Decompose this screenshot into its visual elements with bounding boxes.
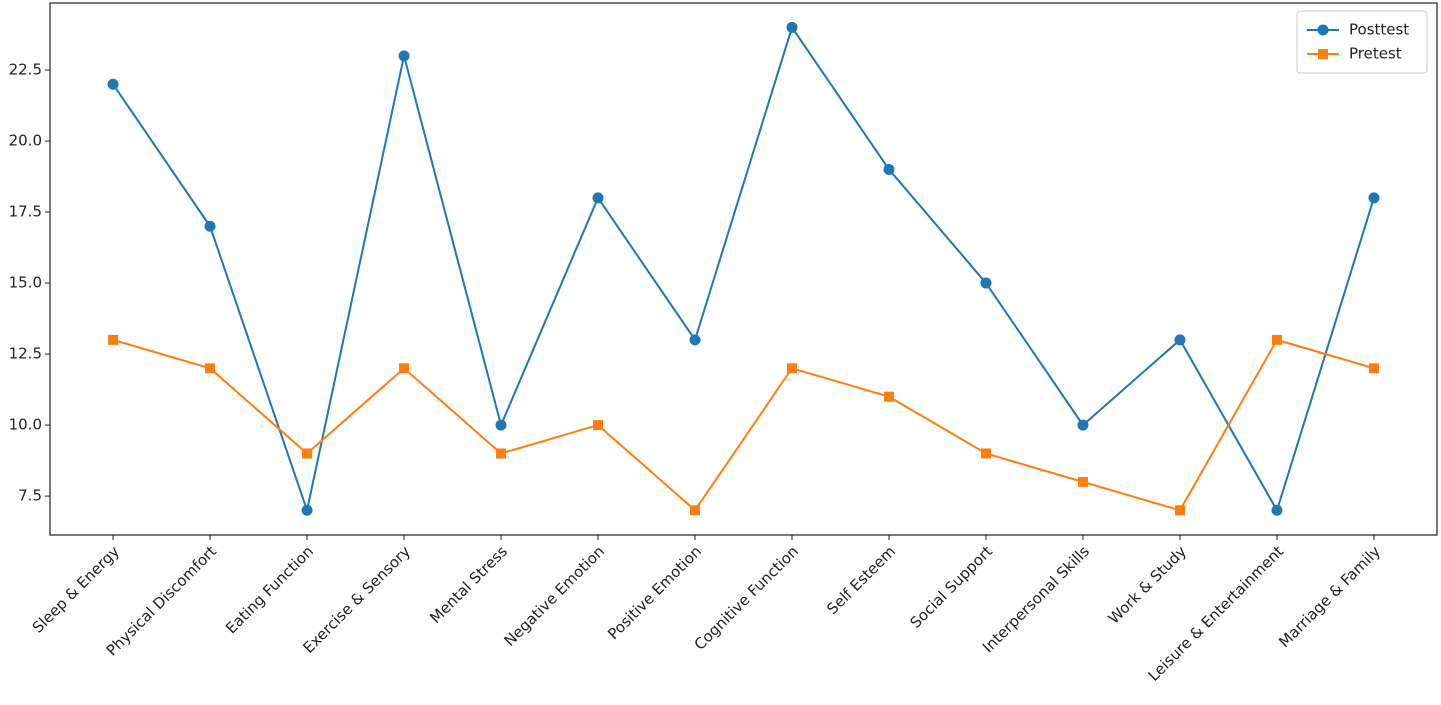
point — [204, 220, 216, 232]
x-tick-label: Positive Emotion — [604, 542, 705, 643]
y-tick-label: 20.0 — [9, 132, 42, 150]
y-tick-label: 12.5 — [9, 345, 42, 363]
point — [496, 448, 507, 459]
point — [495, 419, 507, 431]
legend-marker — [1317, 24, 1329, 36]
y-tick-label: 17.5 — [9, 203, 42, 221]
point — [1368, 192, 1380, 204]
x-tick-label: Marriage & Family — [1275, 542, 1384, 651]
x-tick-label: Cognitive Function — [691, 542, 802, 653]
x-tick-label: Work & Study — [1105, 542, 1190, 627]
point — [1368, 363, 1379, 374]
point — [980, 448, 991, 459]
y-tick-label: 10.0 — [9, 416, 42, 434]
point — [786, 21, 798, 33]
point — [980, 277, 992, 289]
line — [112, 338, 1375, 512]
x-tick-label: Eating Function — [222, 542, 317, 637]
point — [399, 363, 410, 374]
point — [1271, 334, 1282, 345]
x-tick-label: Social Support — [907, 542, 997, 632]
plot-frame — [49, 2, 1438, 536]
point — [1271, 504, 1283, 516]
x-tick-label: Exercise & Sensory — [300, 542, 415, 657]
point — [786, 363, 797, 374]
point — [398, 50, 410, 62]
point — [883, 163, 895, 175]
point — [1174, 505, 1185, 516]
x-tick-label: Mental Stress — [426, 542, 511, 627]
x-tick-label: Negative Emotion — [500, 542, 608, 650]
legend-label: Pretest — [1349, 45, 1402, 63]
point — [1174, 334, 1186, 346]
point — [593, 420, 604, 431]
point — [301, 504, 313, 516]
x-tick-label: Interpersonal Skills — [979, 542, 1093, 656]
x-tick-label: Physical Discomfort — [103, 542, 220, 659]
x-tick-label: Sleep & Energy — [29, 542, 123, 636]
legend-box — [1296, 10, 1428, 74]
point — [1077, 476, 1088, 487]
point — [107, 78, 119, 90]
y-tick-label: 15.0 — [9, 274, 42, 292]
point — [883, 391, 894, 402]
y-tick-label: 7.5 — [18, 487, 42, 505]
y-tick-label: 22.5 — [9, 61, 42, 79]
x-tick-label: Self Esteem — [823, 542, 899, 618]
point — [690, 505, 701, 516]
point — [205, 363, 216, 374]
legend: Posttest Pretest — [1296, 10, 1428, 74]
point — [592, 192, 604, 204]
line — [112, 25, 1375, 515]
point — [108, 334, 119, 345]
legend-label: Posttest — [1349, 21, 1409, 39]
point — [1077, 419, 1089, 431]
point — [689, 334, 701, 346]
legend-marker — [1318, 49, 1328, 59]
point — [302, 448, 313, 459]
